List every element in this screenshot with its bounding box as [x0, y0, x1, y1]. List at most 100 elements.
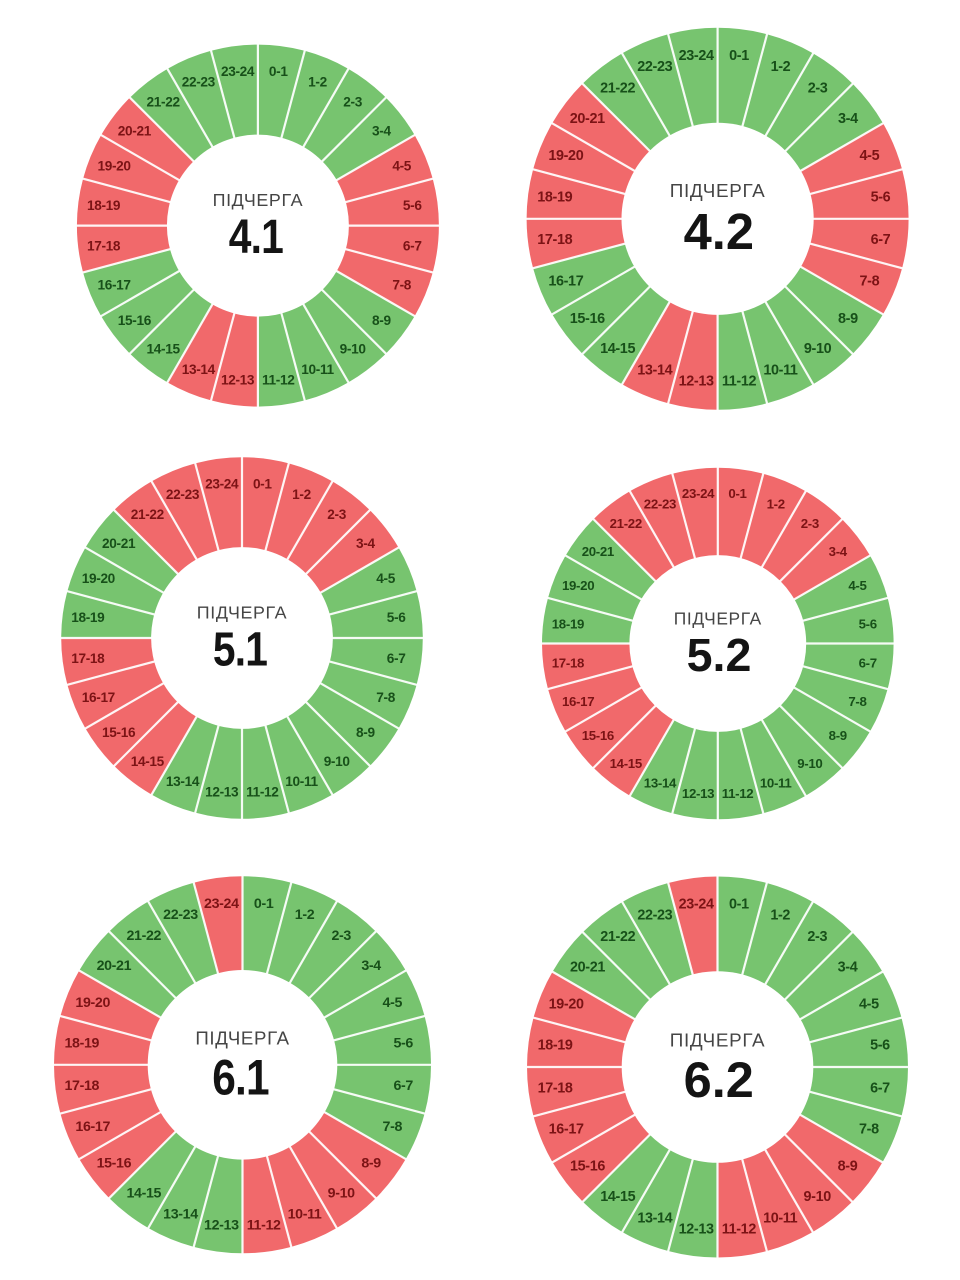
svg-text:5-6: 5-6	[387, 610, 406, 625]
svg-text:15-16: 15-16	[118, 313, 152, 328]
svg-text:3-4: 3-4	[372, 123, 391, 138]
svg-text:1-2: 1-2	[292, 487, 311, 502]
svg-text:12-13: 12-13	[682, 786, 714, 801]
svg-text:15-16: 15-16	[97, 1155, 132, 1171]
svg-text:13-14: 13-14	[637, 363, 672, 379]
svg-text:10-11: 10-11	[760, 776, 792, 791]
svg-text:6-7: 6-7	[393, 1078, 413, 1094]
svg-text:18-19: 18-19	[87, 198, 121, 213]
svg-text:2-3: 2-3	[327, 507, 346, 522]
svg-text:8-9: 8-9	[829, 728, 847, 743]
svg-text:18-19: 18-19	[538, 1038, 573, 1054]
svg-text:12-13: 12-13	[205, 785, 239, 800]
svg-text:10-11: 10-11	[285, 774, 318, 789]
svg-text:12-13: 12-13	[679, 374, 714, 390]
svg-text:19-20: 19-20	[548, 148, 583, 164]
svg-text:2-3: 2-3	[331, 928, 351, 944]
svg-text:23-24: 23-24	[204, 896, 239, 912]
svg-text:17-18: 17-18	[71, 651, 105, 666]
svg-text:0-1: 0-1	[729, 48, 749, 64]
svg-text:7-8: 7-8	[383, 1119, 403, 1135]
svg-text:6-7: 6-7	[387, 651, 406, 666]
svg-text:2-3: 2-3	[801, 516, 819, 531]
svg-text:1-2: 1-2	[295, 907, 315, 923]
svg-text:18-19: 18-19	[71, 610, 105, 625]
svg-text:10-11: 10-11	[763, 363, 798, 379]
svg-text:23-24: 23-24	[221, 64, 255, 79]
svg-text:3-4: 3-4	[829, 544, 848, 559]
svg-text:10-11: 10-11	[301, 362, 334, 377]
svg-text:18-19: 18-19	[537, 189, 572, 205]
svg-text:0-1: 0-1	[269, 64, 288, 79]
svg-text:21-22: 21-22	[131, 507, 165, 522]
svg-text:4-5: 4-5	[859, 148, 879, 164]
svg-text:10-11: 10-11	[288, 1207, 322, 1223]
svg-text:0-1: 0-1	[729, 897, 749, 913]
svg-text:17-18: 17-18	[552, 656, 584, 671]
svg-text:9-10: 9-10	[340, 342, 367, 357]
svg-text:9-10: 9-10	[804, 1189, 832, 1205]
svg-text:0-1: 0-1	[254, 896, 274, 912]
svg-text:ПІДЧЕРГА: ПІДЧЕРГА	[213, 190, 304, 210]
svg-text:20-21: 20-21	[570, 111, 605, 127]
svg-text:5-6: 5-6	[870, 1038, 890, 1054]
svg-text:1-2: 1-2	[767, 496, 785, 511]
svg-text:ПІДЧЕРГА: ПІДЧЕРГА	[670, 181, 766, 202]
svg-text:2-3: 2-3	[343, 95, 362, 110]
svg-text:18-19: 18-19	[552, 616, 584, 631]
svg-text:6.2: 6.2	[684, 1051, 754, 1108]
svg-text:7-8: 7-8	[859, 274, 879, 290]
svg-text:11-12: 11-12	[262, 372, 295, 387]
svg-text:13-14: 13-14	[637, 1210, 672, 1226]
svg-text:14-15: 14-15	[127, 1185, 162, 1201]
svg-text:13-14: 13-14	[166, 774, 200, 789]
svg-text:6-7: 6-7	[870, 1080, 890, 1096]
svg-text:8-9: 8-9	[361, 1155, 381, 1171]
svg-text:0-1: 0-1	[253, 476, 272, 491]
svg-text:8-9: 8-9	[372, 313, 391, 328]
svg-text:4-5: 4-5	[392, 159, 411, 174]
svg-text:4-5: 4-5	[383, 995, 403, 1011]
svg-text:15-16: 15-16	[570, 1159, 605, 1175]
svg-text:8-9: 8-9	[838, 1159, 858, 1175]
svg-text:7-8: 7-8	[392, 278, 411, 293]
svg-text:23-24: 23-24	[679, 48, 714, 64]
svg-text:18-19: 18-19	[64, 1036, 99, 1052]
svg-text:19-20: 19-20	[549, 996, 584, 1012]
svg-text:22-23: 22-23	[166, 487, 200, 502]
svg-text:23-24: 23-24	[205, 476, 239, 491]
svg-text:3-4: 3-4	[361, 958, 381, 974]
svg-text:22-23: 22-23	[182, 74, 216, 89]
svg-text:13-14: 13-14	[182, 362, 216, 377]
svg-text:8-9: 8-9	[838, 311, 858, 327]
svg-text:7-8: 7-8	[848, 694, 866, 709]
svg-text:14-15: 14-15	[610, 756, 643, 771]
svg-text:ПІДЧЕРГА: ПІДЧЕРГА	[674, 609, 762, 629]
svg-text:6-7: 6-7	[859, 656, 877, 671]
svg-text:5.1: 5.1	[213, 624, 267, 677]
svg-text:14-15: 14-15	[147, 342, 181, 357]
svg-text:16-17: 16-17	[97, 278, 130, 293]
svg-text:14-15: 14-15	[131, 754, 165, 769]
svg-text:12-13: 12-13	[679, 1221, 714, 1237]
svg-text:16-17: 16-17	[548, 274, 583, 290]
svg-text:13-14: 13-14	[163, 1207, 198, 1223]
svg-text:17-18: 17-18	[537, 232, 572, 248]
svg-text:21-22: 21-22	[147, 95, 181, 110]
svg-text:4-5: 4-5	[859, 996, 879, 1012]
svg-text:20-21: 20-21	[570, 959, 605, 975]
svg-text:21-22: 21-22	[127, 928, 162, 944]
svg-text:11-12: 11-12	[722, 786, 754, 801]
svg-text:21-22: 21-22	[610, 516, 642, 531]
svg-text:21-22: 21-22	[600, 80, 635, 96]
svg-text:14-15: 14-15	[600, 1189, 635, 1205]
svg-text:3-4: 3-4	[356, 536, 375, 551]
svg-text:20-21: 20-21	[118, 123, 152, 138]
svg-text:4-5: 4-5	[376, 571, 395, 586]
svg-text:17-18: 17-18	[87, 238, 121, 253]
svg-text:7-8: 7-8	[376, 690, 395, 705]
svg-text:2-3: 2-3	[808, 80, 828, 96]
svg-text:4.2: 4.2	[684, 203, 754, 260]
svg-text:20-21: 20-21	[97, 958, 132, 974]
svg-text:ПІДЧЕРГА: ПІДЧЕРГА	[670, 1030, 765, 1051]
